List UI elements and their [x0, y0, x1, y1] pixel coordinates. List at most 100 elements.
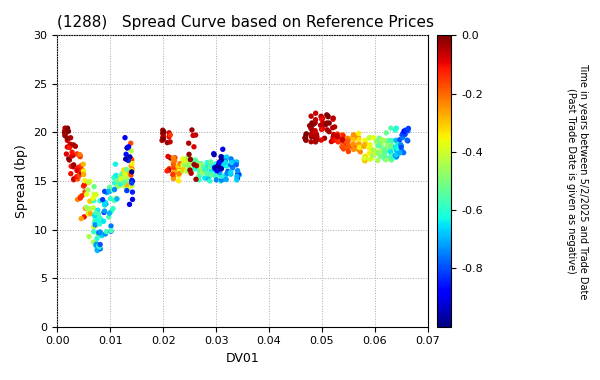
Point: [59, 130, 69, 136]
Point: [94, 230, 104, 236]
Point: [221, 177, 231, 183]
Point: [185, 156, 194, 162]
Point: [196, 169, 205, 175]
Point: [368, 152, 378, 158]
Point: [84, 179, 94, 185]
Point: [75, 152, 85, 158]
Point: [354, 141, 364, 147]
Point: [316, 137, 326, 143]
Point: [127, 169, 136, 175]
Point: [112, 172, 121, 178]
Point: [91, 192, 101, 198]
Point: [378, 150, 388, 156]
Point: [349, 134, 358, 140]
Point: [404, 125, 413, 131]
Point: [190, 159, 200, 165]
Point: [62, 151, 71, 157]
Point: [122, 145, 132, 151]
Point: [66, 135, 76, 141]
Point: [403, 138, 412, 144]
Point: [217, 157, 226, 163]
Point: [89, 192, 99, 198]
Point: [181, 161, 190, 167]
Point: [200, 165, 210, 171]
Point: [371, 149, 380, 155]
Point: [183, 154, 193, 160]
Point: [382, 146, 391, 152]
Point: [200, 166, 210, 172]
Point: [385, 145, 394, 151]
Point: [99, 209, 109, 215]
Point: [367, 147, 377, 153]
X-axis label: DV01: DV01: [226, 352, 259, 365]
Point: [79, 168, 88, 174]
Point: [368, 150, 378, 157]
Point: [110, 161, 120, 167]
Point: [82, 204, 91, 211]
Point: [100, 200, 110, 206]
Point: [173, 168, 183, 174]
Point: [322, 120, 332, 126]
Point: [365, 156, 374, 162]
Point: [301, 137, 311, 143]
Point: [398, 135, 407, 141]
Point: [228, 165, 238, 171]
Point: [401, 127, 410, 133]
Point: [185, 168, 194, 174]
Point: [382, 155, 392, 161]
Point: [334, 138, 344, 144]
Point: [354, 136, 364, 142]
Point: [120, 179, 130, 185]
Point: [68, 152, 78, 158]
Y-axis label: Spread (bp): Spread (bp): [15, 144, 28, 218]
Point: [376, 142, 386, 148]
Point: [74, 173, 84, 179]
Point: [310, 130, 320, 136]
Point: [91, 212, 100, 218]
Point: [71, 143, 80, 149]
Point: [127, 166, 137, 172]
Point: [200, 167, 210, 173]
Point: [190, 166, 199, 172]
Point: [234, 171, 244, 177]
Point: [216, 166, 226, 172]
Point: [379, 146, 389, 152]
Point: [127, 180, 136, 186]
Point: [354, 147, 364, 153]
Point: [354, 141, 364, 147]
Point: [195, 165, 205, 171]
Point: [195, 173, 205, 179]
Point: [365, 135, 374, 141]
Point: [217, 166, 226, 172]
Point: [323, 114, 333, 120]
Point: [174, 178, 184, 184]
Point: [75, 152, 85, 158]
Point: [206, 164, 215, 170]
Point: [392, 153, 401, 159]
Point: [184, 155, 194, 162]
Point: [386, 149, 395, 155]
Point: [91, 241, 101, 247]
Point: [348, 135, 358, 141]
Point: [89, 205, 98, 211]
Point: [127, 156, 136, 162]
Point: [211, 173, 220, 179]
Point: [190, 161, 200, 167]
Point: [359, 143, 368, 149]
Point: [221, 159, 230, 165]
Point: [191, 176, 201, 182]
Point: [173, 166, 183, 173]
Point: [85, 199, 95, 205]
Point: [185, 155, 194, 161]
Point: [108, 206, 118, 212]
Point: [112, 173, 121, 179]
Point: [360, 158, 370, 164]
Point: [76, 195, 85, 201]
Point: [73, 176, 83, 182]
Point: [175, 169, 184, 175]
Point: [226, 156, 236, 162]
Point: [206, 159, 215, 165]
Point: [320, 122, 330, 128]
Point: [190, 163, 200, 169]
Point: [116, 173, 125, 179]
